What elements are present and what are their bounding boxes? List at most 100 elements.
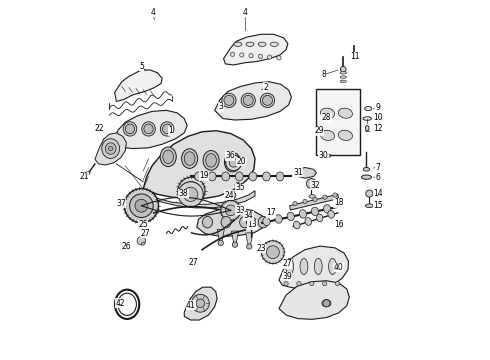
Text: 17: 17 bbox=[266, 208, 275, 217]
Ellipse shape bbox=[320, 130, 335, 140]
Ellipse shape bbox=[144, 124, 153, 134]
Ellipse shape bbox=[352, 58, 356, 62]
Circle shape bbox=[366, 190, 373, 197]
Ellipse shape bbox=[224, 95, 234, 105]
Text: 37: 37 bbox=[116, 199, 126, 208]
Circle shape bbox=[284, 282, 288, 286]
Text: 9: 9 bbox=[375, 103, 380, 112]
Ellipse shape bbox=[270, 42, 278, 46]
Text: 12: 12 bbox=[373, 124, 383, 133]
Ellipse shape bbox=[224, 152, 241, 172]
Ellipse shape bbox=[305, 217, 312, 225]
Ellipse shape bbox=[218, 240, 223, 246]
Circle shape bbox=[227, 191, 236, 199]
Ellipse shape bbox=[314, 258, 322, 274]
Circle shape bbox=[306, 179, 317, 189]
Circle shape bbox=[137, 237, 146, 245]
Polygon shape bbox=[115, 70, 162, 102]
Polygon shape bbox=[223, 34, 288, 65]
Text: 27: 27 bbox=[141, 229, 150, 238]
Text: 28: 28 bbox=[322, 113, 331, 122]
Ellipse shape bbox=[275, 215, 282, 223]
Text: 38: 38 bbox=[179, 189, 188, 198]
Text: 32: 32 bbox=[310, 180, 320, 189]
Ellipse shape bbox=[340, 80, 346, 83]
Ellipse shape bbox=[287, 212, 294, 221]
Ellipse shape bbox=[309, 195, 316, 198]
Ellipse shape bbox=[276, 172, 284, 181]
Circle shape bbox=[178, 177, 205, 204]
Ellipse shape bbox=[160, 122, 174, 136]
Ellipse shape bbox=[206, 154, 217, 167]
Text: 24: 24 bbox=[224, 190, 234, 199]
Ellipse shape bbox=[227, 156, 238, 169]
Polygon shape bbox=[143, 131, 255, 199]
Circle shape bbox=[229, 158, 238, 167]
Text: 20: 20 bbox=[237, 157, 246, 166]
Ellipse shape bbox=[142, 122, 155, 136]
Text: 21: 21 bbox=[79, 172, 89, 181]
Circle shape bbox=[124, 189, 159, 223]
Ellipse shape bbox=[208, 172, 216, 181]
Circle shape bbox=[130, 194, 153, 217]
Circle shape bbox=[240, 53, 244, 57]
Polygon shape bbox=[184, 287, 217, 320]
Ellipse shape bbox=[322, 300, 331, 307]
Polygon shape bbox=[197, 208, 266, 237]
Text: 25: 25 bbox=[138, 220, 148, 229]
Ellipse shape bbox=[182, 149, 197, 168]
Text: 40: 40 bbox=[334, 263, 343, 272]
Ellipse shape bbox=[234, 42, 242, 46]
Circle shape bbox=[196, 299, 205, 307]
Text: 34: 34 bbox=[244, 211, 253, 220]
Text: 39: 39 bbox=[282, 272, 292, 281]
Circle shape bbox=[293, 202, 297, 206]
Circle shape bbox=[184, 187, 198, 202]
Ellipse shape bbox=[329, 258, 337, 274]
Ellipse shape bbox=[363, 167, 369, 171]
Text: 14: 14 bbox=[373, 189, 383, 198]
Text: 10: 10 bbox=[373, 113, 383, 122]
Circle shape bbox=[226, 155, 242, 171]
Circle shape bbox=[188, 187, 195, 194]
Ellipse shape bbox=[246, 244, 252, 249]
Circle shape bbox=[297, 282, 301, 286]
Circle shape bbox=[268, 55, 272, 59]
Circle shape bbox=[303, 199, 307, 203]
Text: 22: 22 bbox=[95, 124, 104, 133]
Ellipse shape bbox=[163, 150, 173, 163]
Circle shape bbox=[323, 300, 330, 307]
Text: 26: 26 bbox=[122, 242, 131, 251]
Circle shape bbox=[322, 282, 327, 286]
Circle shape bbox=[225, 205, 236, 216]
Polygon shape bbox=[295, 167, 317, 178]
Ellipse shape bbox=[142, 242, 145, 245]
Polygon shape bbox=[217, 229, 224, 243]
Ellipse shape bbox=[263, 172, 270, 181]
Text: 2: 2 bbox=[263, 83, 268, 92]
Text: 3: 3 bbox=[218, 102, 223, 111]
Circle shape bbox=[267, 246, 279, 258]
Text: 35: 35 bbox=[236, 183, 245, 192]
Ellipse shape bbox=[102, 139, 120, 158]
Polygon shape bbox=[231, 231, 239, 245]
Ellipse shape bbox=[222, 93, 236, 108]
Text: 4: 4 bbox=[150, 8, 155, 17]
Ellipse shape bbox=[221, 216, 231, 228]
Text: 8: 8 bbox=[321, 70, 326, 79]
Ellipse shape bbox=[243, 95, 253, 105]
Text: 23: 23 bbox=[256, 244, 266, 253]
Ellipse shape bbox=[160, 147, 176, 167]
Circle shape bbox=[246, 217, 256, 227]
Ellipse shape bbox=[366, 204, 373, 207]
Text: 19: 19 bbox=[199, 171, 209, 180]
Circle shape bbox=[262, 241, 284, 264]
Polygon shape bbox=[245, 233, 253, 247]
Ellipse shape bbox=[299, 210, 306, 218]
Ellipse shape bbox=[263, 217, 270, 226]
Circle shape bbox=[258, 54, 263, 59]
Bar bbox=[316, 89, 360, 155]
Circle shape bbox=[341, 66, 346, 72]
Ellipse shape bbox=[317, 214, 323, 222]
Ellipse shape bbox=[366, 126, 369, 131]
